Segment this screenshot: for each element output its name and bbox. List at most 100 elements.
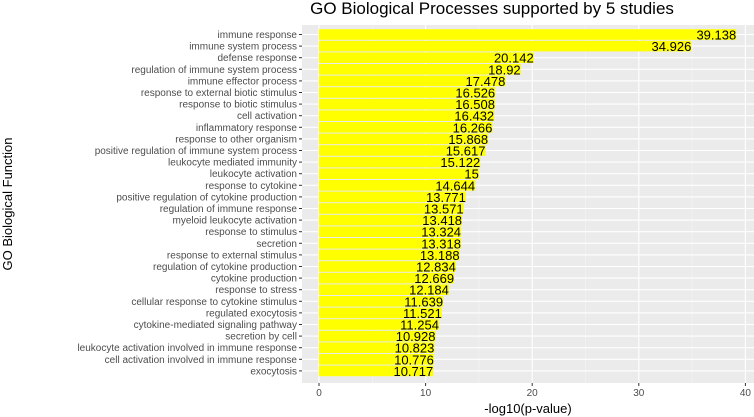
bar-value-label: 16.432 bbox=[454, 109, 494, 124]
bar bbox=[319, 330, 436, 342]
bar bbox=[319, 214, 463, 226]
bar bbox=[319, 75, 506, 87]
bar bbox=[319, 156, 481, 168]
x-tick-label: 20 bbox=[527, 388, 539, 399]
bar bbox=[319, 168, 479, 179]
bar-value-label: 17.478 bbox=[466, 74, 506, 89]
bar-value-label: 11.254 bbox=[400, 318, 439, 333]
y-tick-label: inflammatory response bbox=[196, 123, 298, 134]
bar-value-label: 18.92 bbox=[488, 62, 521, 77]
y-tick-label: response to cytokine bbox=[205, 181, 297, 192]
y-axis-title: GO Biological Function bbox=[0, 138, 15, 271]
x-tick-label: 10 bbox=[420, 388, 432, 399]
bar-value-label: 11.521 bbox=[403, 306, 442, 321]
bar-value-label: 16.266 bbox=[453, 120, 493, 135]
bar bbox=[319, 272, 455, 284]
bar-value-label: 13.318 bbox=[421, 236, 461, 251]
bar-value-label: 16.508 bbox=[455, 97, 495, 112]
bar-value-label: 15.122 bbox=[440, 155, 480, 170]
bar-value-label: 10.717 bbox=[393, 364, 433, 379]
x-tick-label: 30 bbox=[633, 388, 645, 399]
bar-value-label: 20.142 bbox=[494, 51, 534, 66]
bar bbox=[319, 319, 439, 330]
y-tick-label: cell activation involved in immune respo… bbox=[105, 355, 298, 366]
bar-value-label: 15.617 bbox=[446, 144, 486, 159]
bar bbox=[319, 52, 534, 63]
bar-value-label: 15.868 bbox=[448, 132, 488, 147]
y-tick-label: secretion bbox=[256, 239, 297, 250]
y-tick-label: leukocyte activation bbox=[210, 169, 297, 180]
bar-value-label: 13.324 bbox=[421, 225, 461, 240]
y-tick-label: immune response bbox=[218, 30, 298, 41]
bar-value-label: 13.188 bbox=[420, 248, 460, 263]
bar bbox=[319, 203, 464, 214]
bar bbox=[319, 342, 435, 353]
bar-value-label: 10.823 bbox=[395, 341, 435, 356]
bar-value-label: 39.138 bbox=[696, 28, 736, 43]
bar bbox=[319, 29, 737, 40]
bar-value-label: 11.639 bbox=[404, 294, 443, 309]
y-tick-label: exocytosis bbox=[250, 366, 297, 377]
x-axis-ticks: 0 10 20 30 40 bbox=[316, 383, 751, 399]
bar bbox=[319, 249, 460, 261]
bar-value-label: 10.776 bbox=[394, 352, 434, 367]
data-labels: 39.138 34.926 20.14218.9217.47816.52616.50… bbox=[393, 28, 736, 379]
bar bbox=[319, 296, 444, 307]
y-tick-label: positive regulation of cytokine producti… bbox=[116, 192, 297, 203]
y-tick-label: response to stress bbox=[215, 285, 297, 296]
bar-value-label: 13.771 bbox=[426, 190, 466, 205]
y-tick-label: cytokine production bbox=[211, 274, 297, 285]
bars bbox=[319, 29, 737, 377]
bar bbox=[319, 64, 521, 75]
bar-value-label: 13.571 bbox=[424, 202, 464, 217]
bar bbox=[319, 226, 462, 237]
bar bbox=[319, 238, 461, 249]
y-tick-label: regulation of cytokine production bbox=[153, 262, 297, 273]
bar-value-label: 15 bbox=[464, 167, 478, 182]
x-tick-label: 40 bbox=[740, 388, 752, 399]
bar bbox=[319, 354, 434, 365]
bar-value-label: 13.418 bbox=[422, 213, 462, 228]
bar-value-label: 16.526 bbox=[455, 86, 495, 101]
y-tick-label: regulated exocytosis bbox=[206, 308, 297, 319]
bar-value-label: 12.184 bbox=[409, 283, 449, 298]
bar bbox=[319, 365, 434, 377]
y-tick-label: response to other organism bbox=[175, 134, 297, 145]
bar-value-label: 34.926 bbox=[652, 39, 692, 54]
y-tick-label: myeloid leukocyte activation bbox=[172, 216, 297, 227]
y-tick-label: response to stimulus bbox=[205, 227, 297, 238]
y-tick-label: response to external biotic stimulus bbox=[141, 88, 297, 99]
y-tick-label: positive regulation of immune system pro… bbox=[95, 146, 297, 157]
y-tick-label: defense response bbox=[217, 53, 297, 64]
y-tick-label: regulation of immune response bbox=[160, 204, 298, 215]
y-tick-label: leukocyte mediated immunity bbox=[168, 158, 297, 169]
x-axis-title: -log10(p-value) bbox=[484, 401, 571, 416]
bar bbox=[319, 122, 493, 133]
bar bbox=[319, 98, 495, 110]
y-tick-label: immune system process bbox=[189, 42, 297, 53]
y-tick-label: secretion by cell bbox=[225, 332, 297, 343]
y-tick-label: cell activation bbox=[237, 111, 297, 122]
x-tick-label: 0 bbox=[316, 388, 322, 399]
bar-value-label: 12.834 bbox=[416, 260, 456, 275]
bar bbox=[319, 87, 496, 98]
y-tick-label: cellular response to cytokine stimulus bbox=[131, 297, 297, 308]
bar bbox=[319, 133, 489, 145]
bar bbox=[319, 261, 456, 272]
bar bbox=[319, 40, 692, 52]
y-tick-label: immune effector process bbox=[188, 76, 297, 87]
chart-title: GO Biological Processes supported by 5 s… bbox=[310, 0, 674, 18]
y-tick-label: regulation of immune system process bbox=[131, 65, 297, 76]
bar bbox=[319, 180, 476, 191]
bar bbox=[319, 110, 495, 121]
y-tick-label: cytokine-mediated signaling pathway bbox=[134, 320, 297, 331]
bar bbox=[319, 307, 442, 319]
bar-value-label: 14.644 bbox=[435, 178, 475, 193]
bar bbox=[319, 191, 466, 203]
y-tick-label: leukocyte activation involved in immune … bbox=[77, 343, 297, 354]
bar bbox=[319, 284, 449, 295]
bar-value-label: 12.669 bbox=[414, 271, 454, 286]
y-tick-label: response to biotic stimulus bbox=[179, 100, 297, 111]
